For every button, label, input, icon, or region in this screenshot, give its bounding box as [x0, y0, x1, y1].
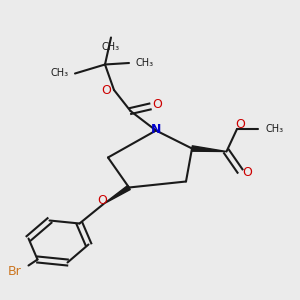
Text: O: O	[97, 194, 107, 208]
Text: N: N	[151, 122, 161, 136]
Text: O: O	[235, 118, 245, 131]
Polygon shape	[192, 146, 226, 152]
Text: Br: Br	[8, 265, 22, 278]
Polygon shape	[103, 185, 130, 204]
Text: O: O	[102, 83, 111, 97]
Text: O: O	[153, 98, 162, 112]
Text: CH₃: CH₃	[135, 58, 153, 68]
Text: CH₃: CH₃	[51, 68, 69, 79]
Text: CH₃: CH₃	[102, 42, 120, 52]
Text: CH₃: CH₃	[266, 124, 284, 134]
Text: O: O	[243, 166, 252, 179]
